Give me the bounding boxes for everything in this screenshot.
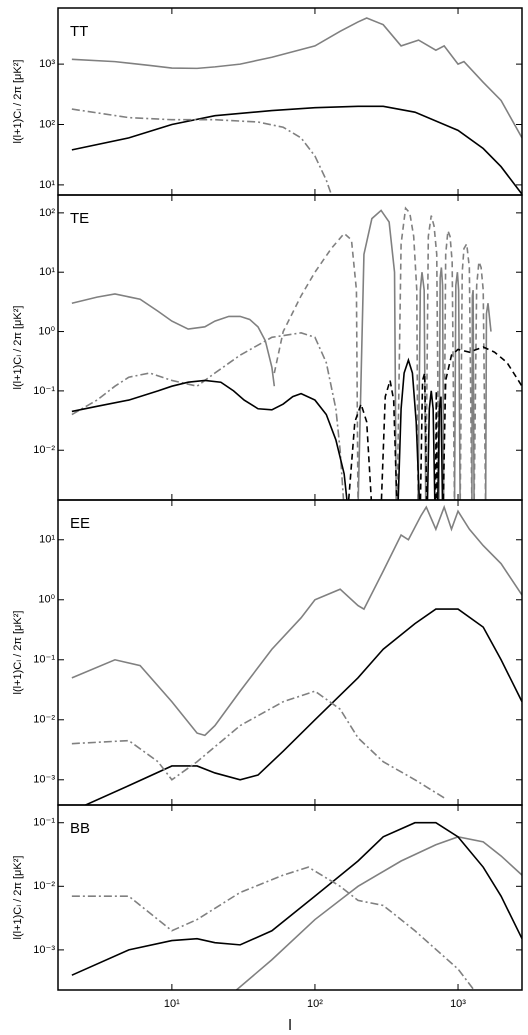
plot-area — [71, 206, 522, 500]
y-tick-label: 10¹ — [39, 179, 55, 191]
line-series — [71, 108, 333, 195]
y-axis-label: l(l+1)Cₗ / 2π [μK²] — [12, 611, 24, 695]
y-tick-label: 10⁰ — [38, 594, 55, 606]
line-series — [71, 821, 522, 976]
panel-frame — [57, 194, 523, 501]
y-tick-label: 10⁻³ — [33, 774, 55, 786]
line-series — [71, 504, 522, 737]
line-series — [71, 357, 444, 500]
y-tick-label: 10¹ — [39, 266, 55, 278]
panel-frame — [57, 804, 523, 991]
panel-frame — [57, 7, 523, 196]
y-tick-label: 10⁻³ — [33, 944, 55, 956]
y-tick-label: 10⁻² — [33, 444, 55, 456]
line-series — [71, 17, 522, 139]
x-axis-label: l — [288, 1017, 291, 1034]
y-tick-label: 10⁻² — [33, 880, 55, 892]
y-axis-label: l(l+1)Cₗ / 2π [μK²] — [12, 856, 24, 940]
y-tick-label: 10⁰ — [38, 325, 55, 337]
panel-frame — [57, 499, 523, 806]
x-tick-label: 10¹ — [164, 998, 180, 1010]
x-tick-label: 10³ — [450, 998, 466, 1010]
line-series — [71, 866, 475, 990]
y-tick-label: 10⁻¹ — [33, 654, 55, 666]
y-axis-label: l(l+1)Cₗ / 2π [μK²] — [12, 60, 24, 144]
panel-title: EE — [70, 515, 90, 532]
plot-area — [71, 821, 522, 990]
line-series — [347, 346, 522, 500]
line-series — [71, 209, 492, 500]
line-series — [71, 105, 522, 195]
panel-title: BB — [70, 820, 90, 837]
plot-area — [71, 17, 522, 195]
y-tick-label: 10² — [39, 118, 55, 130]
panel-title: TT — [70, 23, 88, 40]
y-tick-label: 10⁻² — [33, 714, 55, 726]
x-tick-label: 10² — [307, 998, 323, 1010]
line-series — [83, 608, 522, 805]
y-tick-label: 10² — [39, 207, 55, 219]
panel-title: TE — [70, 210, 89, 227]
line-series — [71, 332, 345, 500]
line-series — [235, 836, 522, 990]
line-series — [273, 206, 487, 500]
line-series — [71, 690, 445, 799]
y-tick-label: 10⁻¹ — [33, 817, 55, 829]
y-tick-label: 10⁻¹ — [33, 385, 55, 397]
y-tick-label: 10¹ — [39, 534, 55, 546]
y-axis-label: l(l+1)Cₗ / 2π [μK²] — [12, 306, 24, 390]
plot-area — [71, 504, 522, 805]
y-tick-label: 10³ — [39, 58, 55, 70]
